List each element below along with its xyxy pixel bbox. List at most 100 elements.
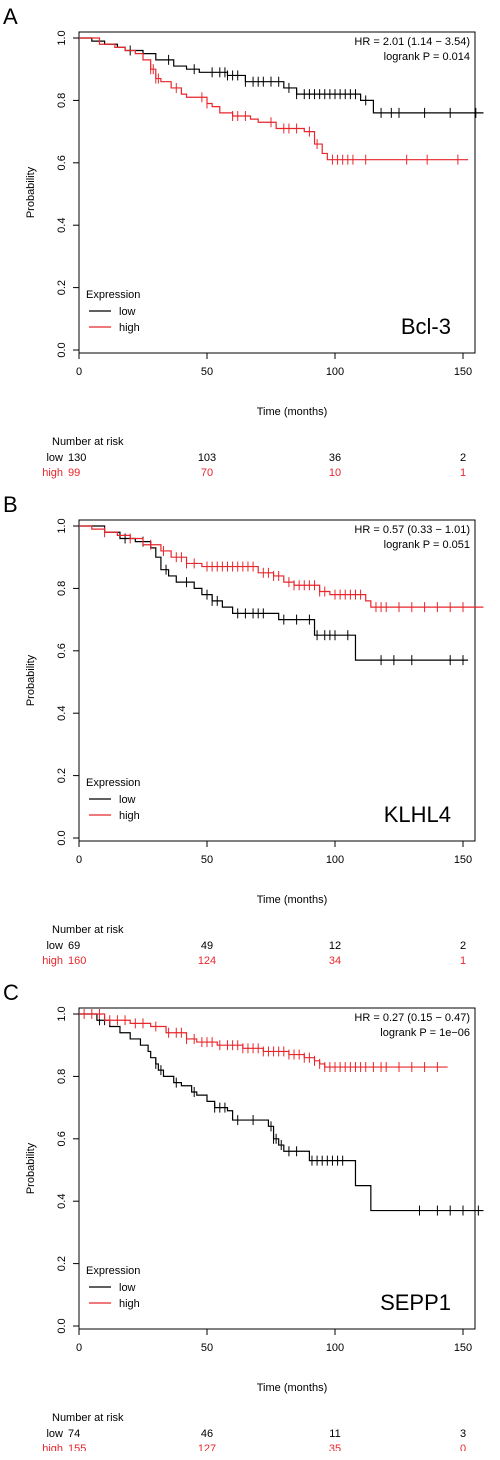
x-tick-label: 150 bbox=[454, 1342, 472, 1354]
risk-row-label-high: high bbox=[42, 955, 63, 967]
risk-value-high: 124 bbox=[198, 955, 216, 967]
legend-label-high: high bbox=[119, 322, 140, 334]
hazard-ratio-text: HR = 2.01 (1.14 − 3.54) bbox=[354, 36, 470, 48]
panel-c: C 0.0 0.2 0.4 0.6 0.8 1.0 Probability 0 50 100 150 T… bbox=[0, 976, 500, 1460]
km-plot-a: A 0.0 0.2 0.4 0.6 0.8 1.0 Probability 0 50 100 150 T… bbox=[3, 4, 484, 479]
risk-value-high: 99 bbox=[68, 467, 80, 479]
legend-label-low: low bbox=[119, 794, 136, 806]
legend-title: Expression bbox=[86, 1265, 140, 1277]
survival-curve-low bbox=[79, 525, 469, 661]
panel-label: B bbox=[3, 492, 18, 517]
legend-label-low: low bbox=[119, 306, 136, 318]
survival-curve-low bbox=[79, 37, 484, 114]
y-tick-label: 0.2 bbox=[56, 280, 68, 295]
x-axis-label: Time (months) bbox=[257, 1382, 328, 1394]
km-plot-c: C 0.0 0.2 0.4 0.6 0.8 1.0 Probability 0 50 100 150 T… bbox=[3, 980, 484, 1451]
plot-frame bbox=[78, 31, 476, 354]
y-axis-label: Probability bbox=[25, 166, 37, 218]
risk-table-title: Number at risk bbox=[52, 436, 124, 448]
y-tick-label: 0.0 bbox=[56, 342, 68, 357]
hazard-ratio-text: HR = 0.57 (0.33 − 1.01) bbox=[354, 524, 470, 536]
hazard-ratio-text: HR = 0.27 (0.15 − 0.47) bbox=[354, 1012, 470, 1024]
risk-value-high: 1 bbox=[460, 467, 466, 479]
y-tick-label: 0.4 bbox=[56, 1194, 68, 1209]
panel-a: A 0.0 0.2 0.4 0.6 0.8 1.0 Probability 0 50 100 150 T… bbox=[0, 0, 500, 484]
y-tick-label: 0.2 bbox=[56, 768, 68, 783]
legend-title: Expression bbox=[86, 777, 140, 789]
x-tick-label: 50 bbox=[201, 366, 213, 378]
risk-value-low: 2 bbox=[460, 452, 466, 464]
panel-b: B 0.0 0.2 0.4 0.6 0.8 1.0 Probability 0 50 100 150 T… bbox=[0, 488, 500, 972]
risk-value-high: 155 bbox=[68, 1443, 86, 1451]
risk-row-label-low: low bbox=[46, 1428, 63, 1440]
x-tick-label: 0 bbox=[76, 1342, 82, 1354]
x-tick-label: 150 bbox=[454, 366, 472, 378]
y-tick-label: 0.0 bbox=[56, 830, 68, 845]
y-tick-label: 0.2 bbox=[56, 1256, 68, 1271]
risk-value-high: 10 bbox=[329, 467, 341, 479]
risk-value-high: 0 bbox=[460, 1443, 466, 1451]
y-tick-label: 0.8 bbox=[56, 1069, 68, 1084]
risk-value-high: 1 bbox=[460, 955, 466, 967]
y-tick-label: 0.0 bbox=[56, 1318, 68, 1333]
logrank-p-text: logrank P = 1e−06 bbox=[380, 1027, 470, 1039]
x-tick-label: 50 bbox=[201, 854, 213, 866]
y-tick-label: 0.6 bbox=[56, 643, 68, 658]
y-tick-label: 0.6 bbox=[56, 1131, 68, 1146]
risk-row-label-low: low bbox=[46, 940, 63, 952]
plot-frame bbox=[78, 519, 476, 842]
risk-value-low: 103 bbox=[198, 452, 216, 464]
risk-table-title: Number at risk bbox=[52, 1412, 124, 1424]
x-tick-label: 100 bbox=[326, 854, 344, 866]
risk-value-low: 74 bbox=[68, 1428, 80, 1440]
survival-curve-high bbox=[79, 37, 469, 161]
risk-row-label-low: low bbox=[46, 452, 63, 464]
survival-curve-high bbox=[79, 1013, 448, 1068]
x-tick-label: 50 bbox=[201, 1342, 213, 1354]
x-axis-label: Time (months) bbox=[257, 894, 328, 906]
x-tick-label: 100 bbox=[326, 1342, 344, 1354]
risk-value-high: 34 bbox=[329, 955, 341, 967]
legend-label-low: low bbox=[119, 1282, 136, 1294]
plot-frame bbox=[78, 1007, 476, 1330]
risk-value-low: 12 bbox=[329, 940, 341, 952]
x-tick-label: 100 bbox=[326, 366, 344, 378]
risk-value-low: 36 bbox=[329, 452, 341, 464]
survival-curve-high bbox=[79, 525, 484, 608]
y-axis-label: Probability bbox=[25, 1142, 37, 1194]
y-tick-label: 0.8 bbox=[56, 93, 68, 108]
x-tick-label: 0 bbox=[76, 366, 82, 378]
legend-title: Expression bbox=[86, 289, 140, 301]
y-tick-label: 1.0 bbox=[56, 30, 68, 45]
risk-value-low: 49 bbox=[201, 940, 213, 952]
risk-value-low: 46 bbox=[201, 1428, 213, 1440]
risk-value-low: 130 bbox=[68, 452, 86, 464]
risk-value-low: 3 bbox=[460, 1428, 466, 1440]
panel-label: A bbox=[3, 4, 18, 29]
risk-value-low: 11 bbox=[329, 1428, 340, 1440]
y-tick-label: 1.0 bbox=[56, 1006, 68, 1021]
gene-name: Bcl-3 bbox=[401, 314, 451, 339]
legend-label-high: high bbox=[119, 1298, 140, 1310]
y-axis-label: Probability bbox=[25, 654, 37, 706]
risk-row-label-high: high bbox=[42, 1443, 63, 1451]
gene-name: SEPP1 bbox=[380, 1290, 451, 1315]
risk-table-title: Number at risk bbox=[52, 924, 124, 936]
legend-label-high: high bbox=[119, 810, 140, 822]
x-axis-label: Time (months) bbox=[257, 406, 328, 418]
risk-value-high: 70 bbox=[201, 467, 213, 479]
km-plot-b: B 0.0 0.2 0.4 0.6 0.8 1.0 Probability 0 50 100 150 T… bbox=[3, 492, 484, 967]
x-tick-label: 150 bbox=[454, 854, 472, 866]
risk-row-label-high: high bbox=[42, 467, 63, 479]
risk-value-high: 35 bbox=[329, 1443, 341, 1451]
logrank-p-text: logrank P = 0.051 bbox=[384, 539, 470, 551]
y-tick-label: 1.0 bbox=[56, 518, 68, 533]
gene-name: KLHL4 bbox=[384, 802, 451, 827]
y-tick-label: 0.8 bbox=[56, 581, 68, 596]
logrank-p-text: logrank P = 0.014 bbox=[384, 51, 470, 63]
panel-label: C bbox=[3, 980, 19, 1005]
survival-curve-low bbox=[79, 1013, 484, 1212]
x-tick-label: 0 bbox=[76, 854, 82, 866]
y-tick-label: 0.4 bbox=[56, 706, 68, 721]
y-tick-label: 0.4 bbox=[56, 218, 68, 233]
